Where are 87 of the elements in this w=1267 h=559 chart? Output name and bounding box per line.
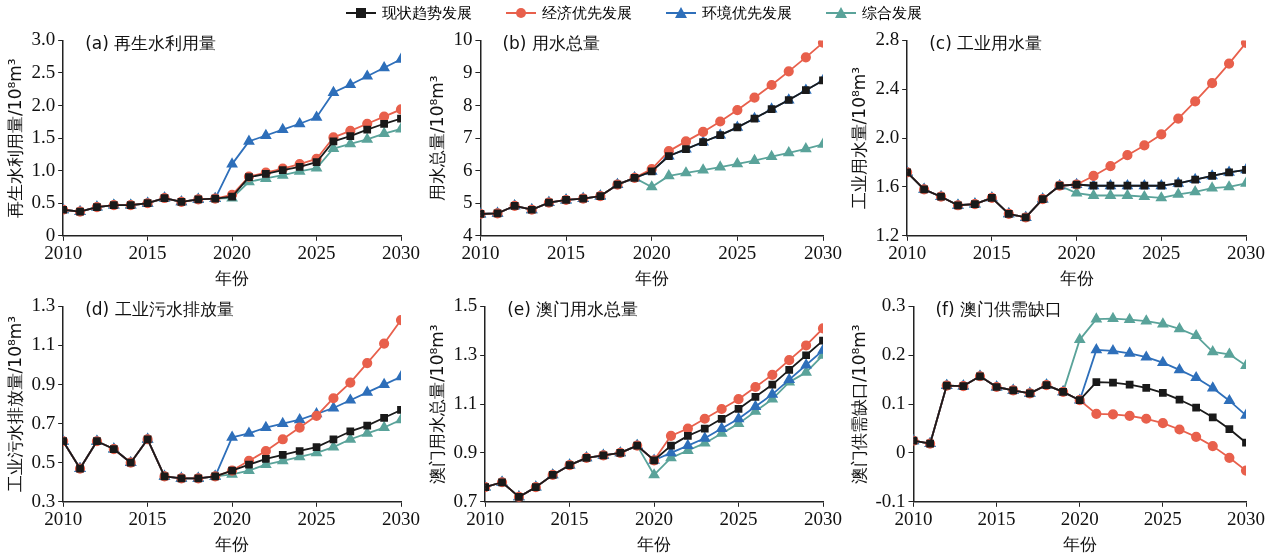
x-tick-label: 2030 xyxy=(382,508,420,530)
y-tick-label: 1.6 xyxy=(875,174,900,196)
x-tick-label: 2030 xyxy=(382,242,420,264)
y-tick-label: 0 xyxy=(895,440,906,462)
legend-label: 综合发展 xyxy=(861,3,922,23)
y-tick-label: 2.4 xyxy=(875,77,900,99)
y-tick-label: 10 xyxy=(453,28,473,50)
y-tick-label: -0.1 xyxy=(875,489,906,511)
x-tick-label: 2010 xyxy=(44,242,83,264)
x-tick-label: 2015 xyxy=(550,508,589,530)
y-tick-label: 6 xyxy=(462,158,473,180)
chart-title: (b) 用水总量 xyxy=(502,33,600,54)
chart-title: (c) 工业用水量 xyxy=(929,33,1043,54)
x-tick-label: 2015 xyxy=(977,508,1016,530)
x-tick-label: 2030 xyxy=(1227,242,1265,264)
x-axis-title: 年份 xyxy=(215,534,250,555)
y-tick-label: 1.5 xyxy=(453,294,478,316)
y-tick-label: 0.3 xyxy=(31,489,56,511)
legend-label: 环境优先发展 xyxy=(701,3,792,23)
y-tick-label: 2.5 xyxy=(31,60,56,82)
y-tick-label: 1.3 xyxy=(453,343,478,365)
y-axis-title: 工业用水量/10⁸m³ xyxy=(848,66,869,210)
x-tick-label: 2025 xyxy=(297,508,336,530)
y-tick-label: 1.1 xyxy=(31,333,56,355)
x-tick-label: 2020 xyxy=(1060,508,1099,530)
y-axis-title: 工业污水排放量/10⁸m³ xyxy=(4,315,25,493)
y-tick-label: 0.9 xyxy=(31,372,56,394)
x-tick-label: 2025 xyxy=(719,508,758,530)
x-tick-label: 2010 xyxy=(44,508,83,530)
y-axis-title: 澳门用水总量/10⁸m³ xyxy=(426,324,447,484)
y-tick-label: 3.0 xyxy=(31,28,56,50)
y-tick-label: 1.3 xyxy=(31,294,56,316)
x-axis-title: 年份 xyxy=(1062,534,1097,555)
x-tick-label: 2015 xyxy=(128,242,167,264)
y-tick-label: 0.1 xyxy=(881,392,906,414)
x-tick-label: 2010 xyxy=(894,508,933,530)
y-tick-label: 9 xyxy=(462,60,473,82)
y-tick-label: 1.1 xyxy=(453,392,478,414)
x-tick-label: 2010 xyxy=(466,508,505,530)
x-axis-title: 年份 xyxy=(215,268,250,289)
y-tick-label: 1.0 xyxy=(31,158,56,180)
x-tick-label: 2015 xyxy=(128,508,167,530)
x-tick-label: 2030 xyxy=(804,242,842,264)
y-tick-label: 2.0 xyxy=(31,93,56,115)
x-axis-title: 年份 xyxy=(1059,268,1094,289)
x-tick-label: 2020 xyxy=(635,508,674,530)
x-tick-label: 2025 xyxy=(1143,508,1182,530)
x-tick-label: 2010 xyxy=(461,242,500,264)
y-tick-label: 2.8 xyxy=(875,28,900,50)
y-tick-label: 2.0 xyxy=(875,126,900,148)
x-tick-label: 2010 xyxy=(888,242,927,264)
x-tick-label: 2030 xyxy=(804,508,842,530)
x-tick-label: 2020 xyxy=(213,508,252,530)
y-axis-title: 澳门供需缺口/10⁸m³ xyxy=(848,324,869,484)
x-tick-label: 2025 xyxy=(1142,242,1181,264)
x-tick-label: 2020 xyxy=(1057,242,1096,264)
x-tick-label: 2020 xyxy=(632,242,671,264)
x-tick-label: 2025 xyxy=(718,242,757,264)
y-tick-label: 4 xyxy=(462,223,473,245)
x-tick-label: 2025 xyxy=(297,242,336,264)
x-axis-title: 年份 xyxy=(634,268,669,289)
y-axis-title: 再生水利用量/10⁸m³ xyxy=(4,58,25,218)
y-tick-label: 8 xyxy=(462,93,473,115)
chart-title: (d) 工业污水排放量 xyxy=(85,299,234,320)
y-tick-label: 1.5 xyxy=(31,126,56,148)
legend-label: 现状趋势发展 xyxy=(381,3,472,23)
y-tick-label: 7 xyxy=(462,126,473,148)
y-tick-label: 5 xyxy=(462,191,473,213)
chart-title: (f) 澳门供需缺口 xyxy=(935,299,1063,320)
y-tick-label: 0.2 xyxy=(881,343,906,365)
chart-title: (a) 再生水利用量 xyxy=(85,33,217,54)
y-tick-label: 1.2 xyxy=(875,223,900,245)
x-tick-label: 2030 xyxy=(1227,508,1265,530)
y-axis-title: 用水总量/10⁸m³ xyxy=(426,75,447,201)
y-tick-label: 0.3 xyxy=(881,294,906,316)
x-tick-label: 2020 xyxy=(213,242,252,264)
chart-title: (e) 澳门用水总量 xyxy=(507,299,639,320)
y-tick-label: 0.7 xyxy=(31,411,56,433)
y-tick-label: 0.5 xyxy=(31,450,56,472)
x-tick-label: 2015 xyxy=(972,242,1011,264)
x-axis-title: 年份 xyxy=(637,534,672,555)
y-tick-label: 0.9 xyxy=(453,440,478,462)
legend-label: 经济优先发展 xyxy=(541,3,632,23)
y-tick-label: 0.7 xyxy=(453,489,478,511)
y-tick-label: 0 xyxy=(45,223,56,245)
x-tick-label: 2015 xyxy=(547,242,586,264)
y-tick-label: 0.5 xyxy=(31,191,56,213)
